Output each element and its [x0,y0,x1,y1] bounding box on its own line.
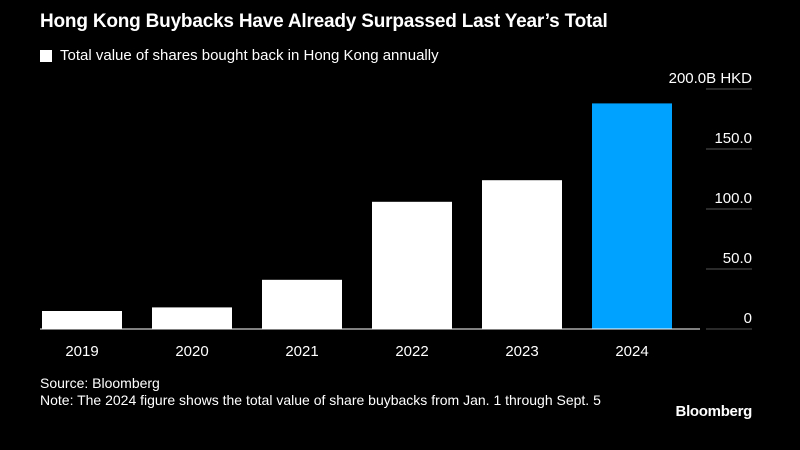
bar-2022 [372,201,452,329]
bar-2020 [152,307,232,329]
source-note: Source: Bloomberg [40,375,160,391]
chart-title: Hong Kong Buybacks Have Already Surpasse… [40,11,608,32]
x-tick-label: 2024 [615,343,648,360]
x-tick-label: 2023 [505,343,538,360]
x-tick-label: 2021 [285,343,318,360]
chart-footer: Source: Bloomberg Note: The 2024 figure … [40,375,630,409]
bloomberg-logo: Bloomberg [675,403,753,420]
y-tick-label: 100.0 [714,190,752,207]
y-tick-label: 150.0 [714,130,752,147]
y-tick-label: 200.0B HKD [669,70,753,87]
legend: Total value of shares bought back in Hon… [40,47,439,64]
x-tick-label: 2019 [65,343,98,360]
x-tick-label: 2022 [395,343,428,360]
bar-2019 [42,311,122,329]
legend-label: Total value of shares bought back in Hon… [60,47,439,64]
y-tick-label: 0 [744,310,752,327]
legend-swatch [40,49,52,62]
footnote: Note: The 2024 figure shows the total va… [40,392,601,408]
x-tick-label: 2020 [175,343,208,360]
bar-2023 [482,180,562,329]
y-tick-label: 50.0 [723,250,752,267]
bar-2021 [262,279,342,329]
bar-2024 [592,103,672,330]
